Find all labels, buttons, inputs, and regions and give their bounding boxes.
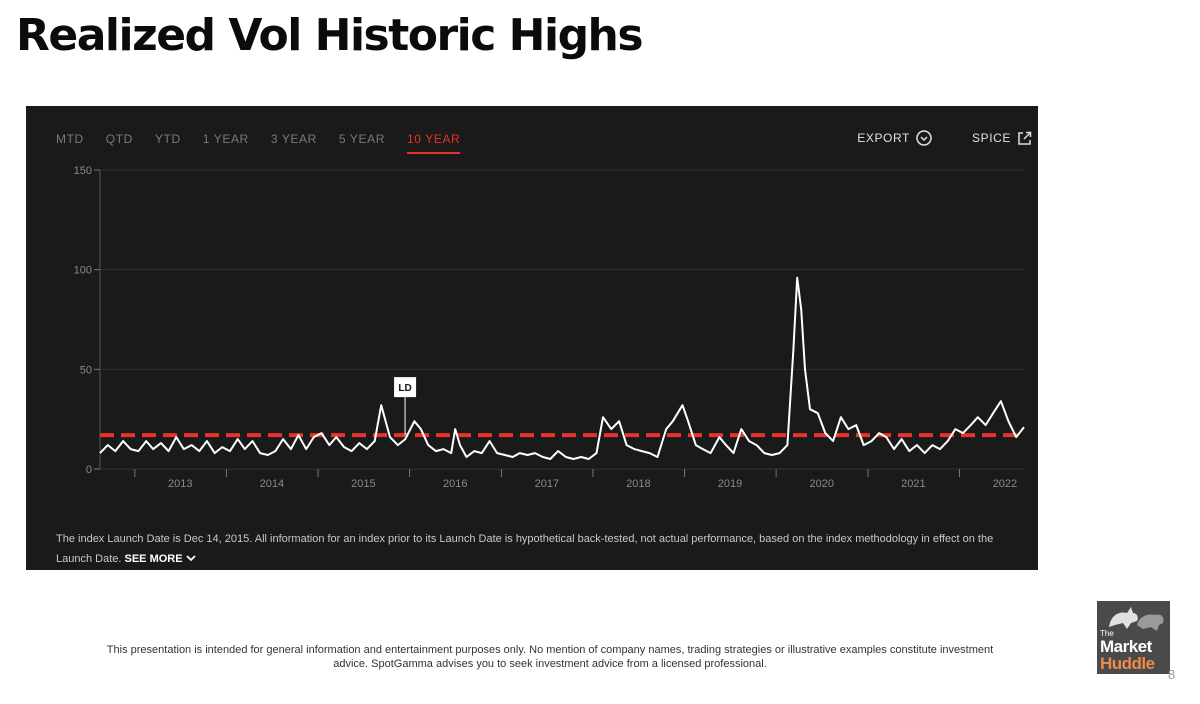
slide-title: Realized Vol Historic Highs	[16, 10, 644, 61]
x-tick-label: 2017	[535, 478, 559, 490]
chevron-down-icon	[185, 555, 196, 562]
tab-qtd[interactable]: QTD	[105, 132, 133, 146]
x-tick-label: 2014	[260, 478, 284, 490]
tab-ytd[interactable]: YTD	[154, 132, 181, 146]
spice-label: SPICE	[971, 131, 1011, 145]
disclaimer-text: The index Launch Date is Dec 14, 2015. A…	[56, 533, 994, 565]
logo-text-the: The	[1100, 629, 1114, 638]
chart-actions: EXPORT SPICE	[817, 130, 1032, 146]
tab-5-year[interactable]: 5 YEAR	[338, 132, 385, 146]
y-tick-label: 50	[80, 364, 92, 376]
x-tick-label: 2016	[443, 478, 467, 490]
period-tabs: MTD QTD YTD 1 YEAR 3 YEAR 5 YEAR 10 YEAR	[56, 132, 482, 154]
tab-1-year[interactable]: 1 YEAR	[202, 132, 249, 146]
bull-bear-icon	[1109, 607, 1164, 631]
tab-3-year[interactable]: 3 YEAR	[270, 132, 317, 146]
chevron-down-circle-icon	[916, 130, 932, 146]
tab-10-year[interactable]: 10 YEAR	[406, 132, 461, 154]
launch-date-marker-box	[394, 377, 417, 398]
y-tick-label: 0	[86, 464, 92, 476]
see-more-link[interactable]: SEE MORE	[125, 553, 196, 565]
index-chart-panel: MTD QTD YTD 1 YEAR 3 YEAR 5 YEAR 10 YEAR…	[26, 106, 1038, 570]
launch-date-marker-label: LD	[398, 383, 411, 394]
logo-text-huddle: Huddle	[1100, 654, 1155, 673]
x-tick-label: 2019	[718, 478, 742, 490]
market-huddle-logo: The Market Huddle	[1097, 601, 1170, 674]
external-link-icon	[1018, 131, 1032, 145]
launch-date-disclaimer: The index Launch Date is Dec 14, 2015. A…	[56, 529, 1026, 569]
x-tick-label: 2013	[168, 478, 192, 490]
legal-footer-note: This presentation is intended for genera…	[106, 644, 994, 670]
x-tick-label: 2020	[810, 478, 834, 490]
logo-text-market: Market	[1100, 637, 1152, 656]
x-tick-label: 2022	[993, 478, 1017, 490]
see-more-label: SEE MORE	[124, 553, 183, 565]
export-label: EXPORT	[857, 131, 910, 145]
y-tick-label: 100	[74, 265, 92, 277]
realized-vol-line-chart: 0 50 100 150 2013 2014 2015 2016 2017 2018 2019 20…	[74, 165, 1025, 490]
x-tick-label: 2021	[901, 478, 925, 490]
page-number: 8	[1168, 667, 1176, 682]
spice-link[interactable]: SPICE	[972, 131, 1032, 146]
y-tick-label: 150	[74, 165, 92, 177]
tab-mtd[interactable]: MTD	[56, 132, 84, 146]
realized-vol-series-line	[99, 276, 1025, 460]
export-button[interactable]: EXPORT	[857, 130, 932, 146]
x-tick-label: 2018	[626, 478, 650, 490]
x-tick-label: 2015	[351, 478, 375, 490]
